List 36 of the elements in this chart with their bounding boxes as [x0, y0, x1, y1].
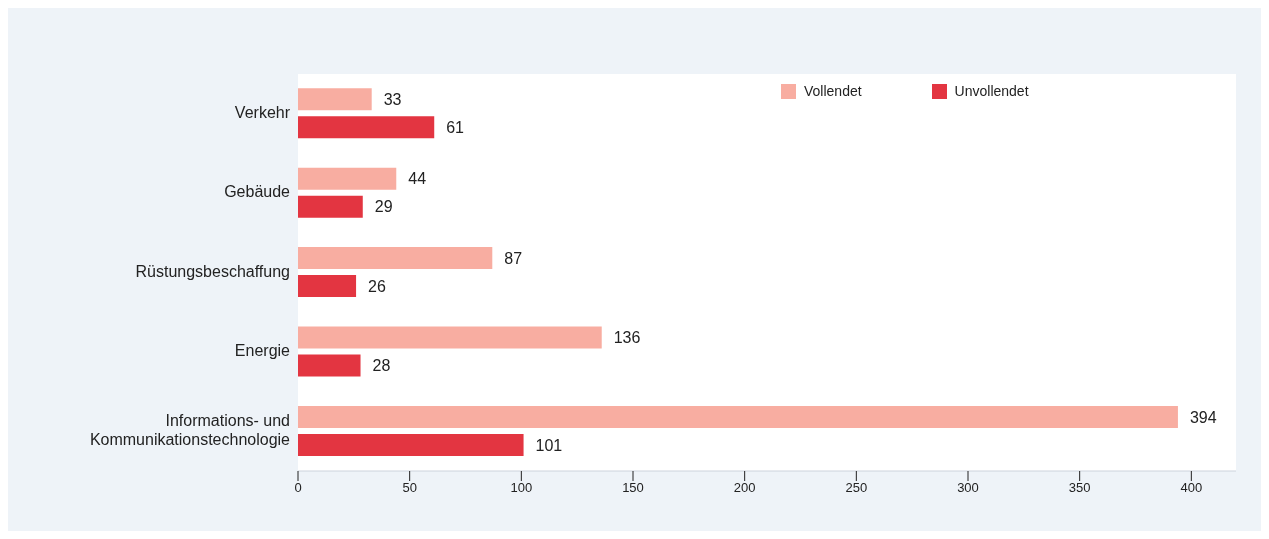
data-label: 44	[408, 170, 427, 188]
y-tick-label: Energie	[234, 342, 291, 360]
bar	[298, 116, 435, 139]
x-tick-label: 0	[294, 480, 302, 496]
data-label: 29	[374, 198, 393, 216]
data-label: 26	[368, 277, 386, 295]
bar	[298, 275, 357, 298]
x-tick-label: 150	[622, 480, 644, 496]
y-tick-label: Rüstungsbeschaffung	[135, 262, 290, 280]
data-label: 136	[613, 329, 641, 347]
x-tick-label: 50	[402, 480, 417, 496]
x-tick-label: 400	[1180, 480, 1203, 496]
bar	[298, 167, 397, 190]
bar	[298, 247, 493, 270]
data-label: 33	[383, 90, 402, 108]
data-label: 101	[535, 436, 563, 454]
legend-label: Unvollendet	[953, 83, 1029, 99]
bar	[298, 326, 602, 349]
x-tick-label: 200	[733, 480, 756, 496]
bar	[298, 354, 361, 377]
data-label: 394	[1189, 408, 1217, 426]
y-tick-label: Gebäude	[224, 183, 291, 201]
x-tick-label: 350	[1068, 480, 1091, 496]
data-label: 61	[446, 118, 465, 136]
y-tick-label: Verkehr	[234, 103, 291, 121]
x-tick-label: 300	[957, 480, 979, 496]
bar	[298, 405, 1178, 428]
bar	[298, 433, 524, 456]
data-label: 87	[504, 249, 523, 267]
x-tick-label: 100	[510, 480, 533, 496]
y-tick-label: Informations- und Kommunikationstechnologie	[89, 412, 291, 449]
x-tick-label: 250	[845, 480, 868, 496]
bar	[298, 88, 372, 111]
bar	[298, 195, 363, 218]
legend-label: Vollendet	[803, 83, 862, 99]
data-label: 28	[372, 357, 391, 375]
